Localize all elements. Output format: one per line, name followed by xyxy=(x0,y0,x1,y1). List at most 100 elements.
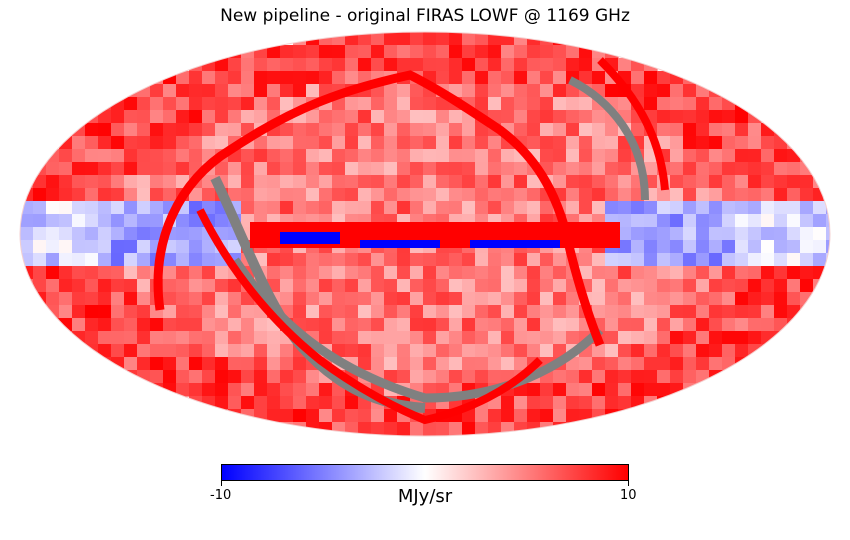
sky-pixel xyxy=(436,305,450,319)
sky-pixel xyxy=(410,318,424,332)
sky-pixel xyxy=(371,110,385,124)
sky-pixel xyxy=(748,266,762,280)
sky-pixel xyxy=(670,149,684,163)
sky-pixel xyxy=(345,97,359,111)
sky-pixel xyxy=(540,266,554,280)
sky-pixel xyxy=(488,58,502,72)
sky-pixel xyxy=(592,201,606,215)
sky-pixel xyxy=(579,58,593,72)
sky-pixel xyxy=(553,110,567,124)
sky-pixel xyxy=(176,318,190,332)
sky-pixel xyxy=(462,370,476,384)
sky-pixel xyxy=(657,71,671,85)
sky-pixel xyxy=(306,409,320,423)
sky-pixel xyxy=(800,240,814,254)
sky-pixel xyxy=(397,136,411,150)
sky-pixel xyxy=(540,97,554,111)
sky-pixel xyxy=(254,58,268,72)
sky-pixel xyxy=(774,266,788,280)
sky-pixel xyxy=(605,383,619,397)
sky-pixel xyxy=(332,266,346,280)
colorbar-unit-label: MJy/sr xyxy=(397,486,453,507)
sky-pixel xyxy=(553,266,567,280)
sky-pixel xyxy=(202,279,216,293)
sky-pixel xyxy=(475,136,489,150)
sky-pixel xyxy=(722,149,736,163)
sky-pixel xyxy=(605,162,619,176)
sky-pixel xyxy=(267,201,281,215)
sky-pixel xyxy=(683,305,697,319)
sky-pixel xyxy=(709,149,723,163)
sky-pixel xyxy=(670,318,684,332)
sky-pixel xyxy=(33,279,47,293)
sky-pixel xyxy=(748,136,762,150)
sky-pixel xyxy=(605,45,619,59)
sky-pixel xyxy=(345,136,359,150)
sky-pixel xyxy=(98,305,112,319)
sky-pixel xyxy=(722,201,736,215)
sky-pixel xyxy=(579,201,593,215)
sky-pixel xyxy=(644,370,658,384)
sky-pixel xyxy=(540,201,554,215)
sky-pixel xyxy=(345,162,359,176)
sky-pixel xyxy=(332,110,346,124)
colorbar xyxy=(221,464,629,481)
sky-pixel xyxy=(358,305,372,319)
sky-pixel xyxy=(332,136,346,150)
sky-pixel xyxy=(826,240,830,254)
sky-pixel xyxy=(462,149,476,163)
sky-pixel xyxy=(683,123,697,137)
sky-pixel xyxy=(709,175,723,189)
sky-pixel xyxy=(436,279,450,293)
sky-pixel xyxy=(566,149,580,163)
sky-pixel xyxy=(189,383,203,397)
sky-pixel xyxy=(293,45,307,59)
sky-pixel xyxy=(592,71,606,85)
sky-pixel xyxy=(176,240,190,254)
sky-pixel xyxy=(566,305,580,319)
sky-pixel xyxy=(540,110,554,124)
sky-pixel xyxy=(501,84,515,98)
sky-pixel xyxy=(813,253,827,267)
sky-pixel xyxy=(215,331,229,345)
sky-pixel xyxy=(501,292,515,306)
sky-pixel xyxy=(722,136,736,150)
sky-pixel xyxy=(449,422,463,436)
sky-pixel xyxy=(826,214,830,228)
sky-pixel xyxy=(358,331,372,345)
sky-pixel xyxy=(280,188,294,202)
sky-pixel xyxy=(85,292,99,306)
sky-pixel xyxy=(774,279,788,293)
sky-pixel xyxy=(306,318,320,332)
sky-pixel xyxy=(332,292,346,306)
sky-pixel xyxy=(514,344,528,358)
sky-pixel xyxy=(631,240,645,254)
sky-pixel xyxy=(800,279,814,293)
sky-pixel xyxy=(579,253,593,267)
sky-pixel xyxy=(98,331,112,345)
colorbar-max-label: 10 xyxy=(620,488,637,503)
sky-pixel xyxy=(592,370,606,384)
sky-pixel xyxy=(709,279,723,293)
sky-pixel xyxy=(124,370,138,384)
sky-pixel xyxy=(657,318,671,332)
sky-pixel xyxy=(644,292,658,306)
sky-pixel xyxy=(566,188,580,202)
sky-pixel xyxy=(566,175,580,189)
sky-pixel xyxy=(46,175,60,189)
sky-pixel xyxy=(59,162,73,176)
sky-pixel xyxy=(410,162,424,176)
sky-pixel xyxy=(72,175,86,189)
sky-pixel xyxy=(150,188,164,202)
sky-pixel xyxy=(397,84,411,98)
sky-pixel xyxy=(189,97,203,111)
galactic-plane-deficit-right xyxy=(470,240,560,248)
sky-pixel xyxy=(111,266,125,280)
sky-pixel xyxy=(436,123,450,137)
sky-pixel xyxy=(98,149,112,163)
sky-pixel xyxy=(449,175,463,189)
sky-pixel xyxy=(59,292,73,306)
sky-pixel xyxy=(579,370,593,384)
sky-pixel xyxy=(748,214,762,228)
